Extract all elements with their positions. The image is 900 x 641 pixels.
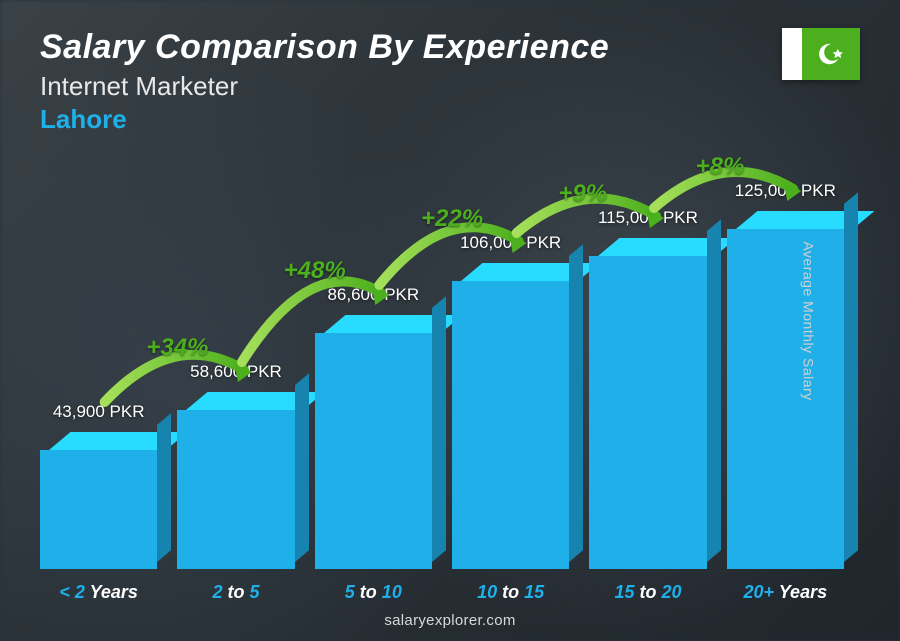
chart-container: Salary Comparison By Experience Internet… bbox=[0, 0, 900, 641]
bar-front-face bbox=[727, 229, 844, 569]
chart-title: Salary Comparison By Experience bbox=[40, 28, 860, 67]
bar-x-label: 2 to 5 bbox=[212, 582, 259, 603]
bar-front-face bbox=[177, 410, 294, 569]
bar-value-label: 115,000 PKR bbox=[598, 208, 698, 228]
bar-side-face bbox=[707, 219, 721, 562]
chart-area: 43,900 PKR< 2 Years58,600 PKR2 to 586,60… bbox=[40, 129, 844, 569]
bar-3d bbox=[452, 263, 569, 569]
bar-value-label: 125,000 PKR bbox=[735, 181, 836, 201]
bar-3d bbox=[177, 392, 294, 569]
bar-3d bbox=[589, 238, 706, 569]
y-axis-label: Average Monthly Salary bbox=[800, 241, 816, 400]
bar-x-label: < 2 Years bbox=[59, 582, 138, 603]
bar-3d bbox=[727, 211, 844, 569]
bar-3: 106,000 PKR10 to 15 bbox=[452, 233, 569, 569]
bar-0: 43,900 PKR< 2 Years bbox=[40, 402, 157, 569]
bar-side-face bbox=[157, 413, 171, 562]
bar-value-label: 58,600 PKR bbox=[190, 362, 282, 382]
bar-front-face bbox=[589, 256, 706, 569]
bar-5: 125,000 PKR20+ Years bbox=[727, 181, 844, 569]
bar-3d bbox=[40, 432, 157, 569]
bar-2: 86,600 PKR5 to 10 bbox=[315, 285, 432, 569]
bar-4: 115,000 PKR15 to 20 bbox=[589, 208, 706, 569]
chart-subtitle: Internet Marketer bbox=[40, 71, 860, 102]
bar-value-label: 86,600 PKR bbox=[327, 285, 419, 305]
bars-row: 43,900 PKR< 2 Years58,600 PKR2 to 586,60… bbox=[40, 129, 844, 569]
bar-1: 58,600 PKR2 to 5 bbox=[177, 362, 294, 569]
bar-x-label: 15 to 20 bbox=[614, 582, 681, 603]
bar-side-face bbox=[844, 192, 858, 562]
bar-x-label: 10 to 15 bbox=[477, 582, 544, 603]
bar-side-face bbox=[569, 244, 583, 562]
bar-x-label: 5 to 10 bbox=[345, 582, 402, 603]
footer-credit: salaryexplorer.com bbox=[0, 612, 900, 629]
bar-side-face bbox=[432, 296, 446, 562]
bar-3d bbox=[315, 315, 432, 569]
bar-value-label: 106,000 PKR bbox=[460, 233, 561, 253]
chart-location: Lahore bbox=[40, 104, 860, 135]
bar-value-label: 43,900 PKR bbox=[53, 402, 145, 422]
bar-side-face bbox=[295, 373, 309, 562]
bar-front-face bbox=[452, 281, 569, 569]
bar-front-face bbox=[315, 333, 432, 569]
bar-front-face bbox=[40, 450, 157, 569]
header: Salary Comparison By Experience Internet… bbox=[40, 28, 860, 135]
bar-x-label: 20+ Years bbox=[743, 582, 827, 603]
